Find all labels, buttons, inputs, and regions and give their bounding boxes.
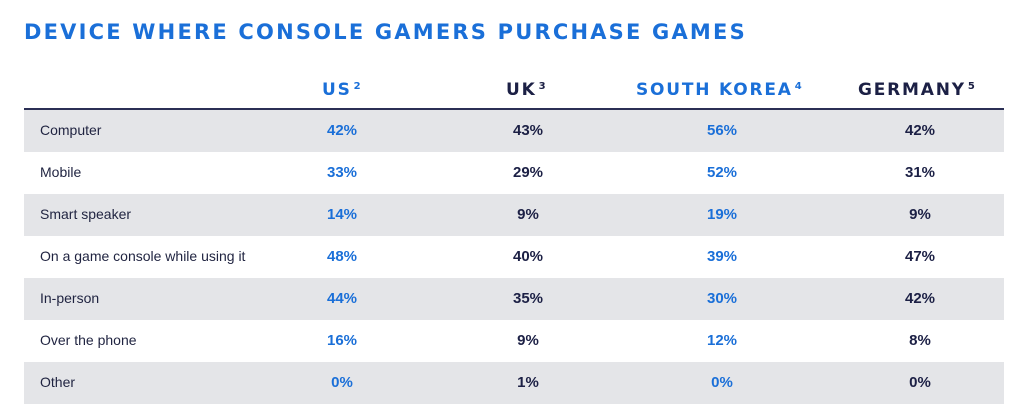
data-table: US 2 UK 3 SOUTH KOREA 4 GERMANY 5 Computer 4… — [24, 66, 1004, 404]
cell-south-korea: 39% — [706, 248, 738, 265]
cell-south-korea: 12% — [706, 332, 738, 349]
row-label: Other — [40, 374, 76, 390]
column-header-label: SOUTH KOREA — [636, 80, 793, 100]
footnote-marker: 5 — [967, 81, 975, 92]
cell-germany: 47% — [904, 248, 936, 265]
cell-south-korea: 0% — [711, 374, 733, 391]
footnote-marker: 4 — [794, 81, 802, 92]
cell-germany: 31% — [904, 164, 936, 181]
cell-us: 44% — [326, 290, 358, 307]
cell-germany: 8% — [909, 332, 931, 349]
row-label: Over the phone — [40, 332, 137, 348]
cell-us: 0% — [331, 374, 353, 391]
cell-uk: 43% — [512, 122, 544, 139]
cell-uk: 9% — [517, 332, 539, 349]
column-header-south-korea: SOUTH KOREA 4 — [636, 80, 802, 100]
footnote-marker: 3 — [538, 81, 546, 92]
column-header-uk: UK 3 — [506, 80, 546, 100]
cell-us: 42% — [326, 122, 358, 139]
footnote-marker: 2 — [353, 81, 361, 92]
table-row: Other 0% 1% 0% 0% — [24, 362, 1004, 404]
column-header-label: GERMANY — [858, 80, 966, 100]
cell-germany: 42% — [904, 122, 936, 139]
cell-us: 33% — [326, 164, 358, 181]
cell-south-korea: 56% — [706, 122, 738, 139]
cell-south-korea: 30% — [706, 290, 738, 307]
table-row: Smart speaker 14% 9% 19% 9% — [24, 194, 1004, 236]
cell-germany: 42% — [904, 290, 936, 307]
cell-uk: 1% — [517, 374, 539, 391]
cell-us: 48% — [326, 248, 358, 265]
cell-germany: 9% — [909, 206, 931, 223]
page-title: DEVICE WHERE CONSOLE GAMERS PURCHASE GAM… — [24, 20, 747, 44]
table-row: Computer 42% 43% 56% 42% — [24, 110, 1004, 152]
table-header: US 2 UK 3 SOUTH KOREA 4 GERMANY 5 — [24, 66, 1004, 110]
row-label: Computer — [40, 122, 102, 138]
row-label: In-person — [40, 290, 100, 306]
cell-uk: 40% — [512, 248, 544, 265]
column-header-label: UK — [506, 80, 537, 100]
table-row: Mobile 33% 29% 52% 31% — [24, 152, 1004, 194]
cell-uk: 9% — [517, 206, 539, 223]
row-label: Smart speaker — [40, 206, 132, 222]
cell-us: 14% — [326, 206, 358, 223]
table-row: On a game console while using it 48% 40%… — [24, 236, 1004, 278]
column-header-us: US 2 — [322, 80, 361, 100]
column-header-label: US — [322, 80, 352, 100]
cell-germany: 0% — [909, 374, 931, 391]
cell-south-korea: 19% — [706, 206, 738, 223]
table-row: Over the phone 16% 9% 12% 8% — [24, 320, 1004, 362]
cell-south-korea: 52% — [706, 164, 738, 181]
row-label: On a game console while using it — [40, 248, 246, 264]
cell-uk: 29% — [512, 164, 544, 181]
row-label: Mobile — [40, 164, 82, 180]
column-header-germany: GERMANY 5 — [858, 80, 975, 100]
cell-uk: 35% — [512, 290, 544, 307]
cell-us: 16% — [326, 332, 358, 349]
table-row: In-person 44% 35% 30% 42% — [24, 278, 1004, 320]
